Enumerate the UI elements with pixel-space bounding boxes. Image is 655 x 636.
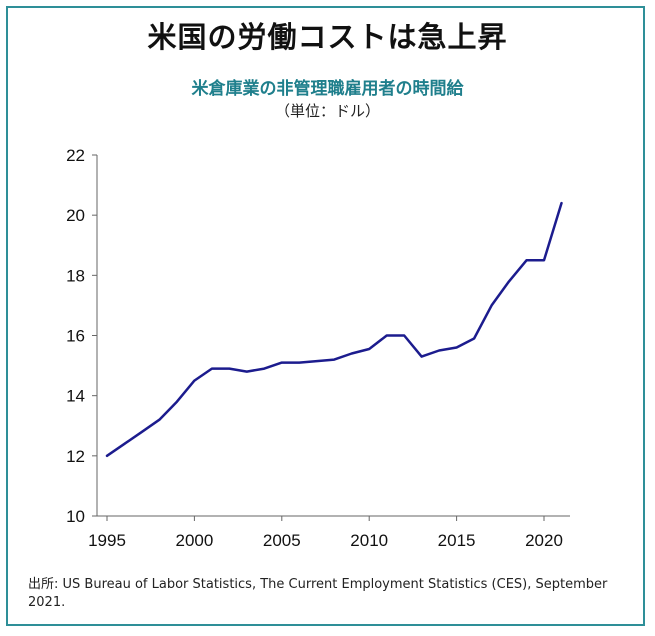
x-tick-label: 2005 [263, 531, 301, 550]
y-tick-label: 20 [66, 206, 85, 225]
x-tick-label: 2020 [525, 531, 563, 550]
y-tick-label: 12 [66, 447, 85, 466]
y-tick-label: 10 [66, 507, 85, 526]
y-tick-label: 14 [66, 387, 85, 406]
x-tick-label: 2000 [175, 531, 213, 550]
y-tick-label: 18 [66, 266, 85, 285]
chart-title: 米国の労働コストは急上昇 [147, 20, 508, 54]
y-tick-label: 16 [66, 327, 85, 346]
series-line [105, 201, 563, 458]
x-tick-label: 2010 [350, 531, 388, 550]
y-tick-label: 22 [66, 146, 85, 165]
chart-axes: 10 12 14 16 18 20 22 1995 2000 2005 2010 2015 2020 [66, 146, 570, 550]
chart-subtitle: 米倉庫業の非管理職雇用者の時間給 [191, 79, 464, 99]
unit-label: （単位：ドル） [274, 102, 380, 120]
source-note: 出所: US Bureau of Labor Statistics, The C… [28, 577, 608, 610]
chart-frame [6, 6, 645, 626]
x-tick-label: 2015 [438, 531, 476, 550]
chart-series [105, 201, 563, 458]
x-tick-label: 1995 [88, 531, 126, 550]
